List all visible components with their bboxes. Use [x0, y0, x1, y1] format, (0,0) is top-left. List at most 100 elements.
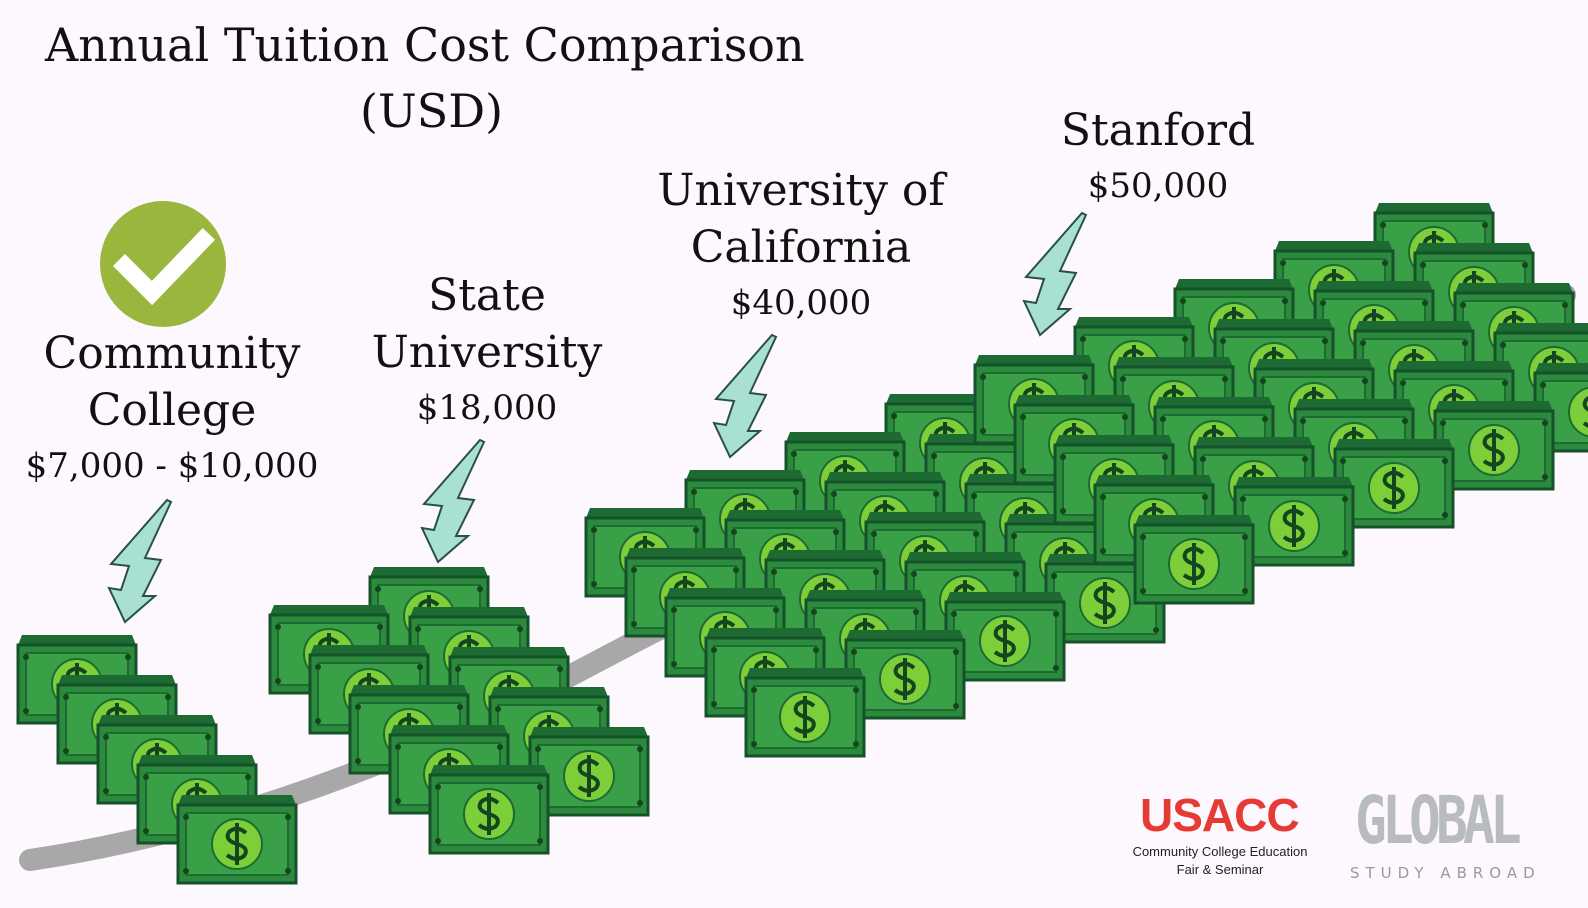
school-cost: $50,000	[1087, 166, 1229, 206]
bill-dot	[1280, 260, 1286, 266]
bill-top	[1535, 363, 1588, 373]
bill-dot	[377, 624, 383, 630]
bill-top	[1435, 401, 1553, 411]
bill-dot	[631, 621, 637, 627]
bill-dot	[537, 838, 543, 844]
bill-dot	[1020, 468, 1026, 474]
bill-dot	[535, 746, 541, 752]
bill-dot	[791, 451, 797, 457]
bill-dot	[1442, 458, 1448, 464]
bill-dot	[1420, 262, 1426, 268]
bill-dot	[851, 649, 857, 655]
bill-dot	[1053, 665, 1059, 671]
bill-dot	[893, 451, 899, 457]
bill-dot	[973, 531, 979, 537]
bill-dot	[1120, 376, 1126, 382]
bill-dot	[1320, 300, 1326, 306]
bill-dot	[1360, 340, 1366, 346]
bill-top	[686, 470, 804, 480]
bill-dot	[1182, 336, 1188, 342]
bill-top	[626, 548, 744, 558]
bill-dot	[477, 586, 483, 592]
bill-dot	[711, 701, 717, 707]
bill-dot	[1180, 298, 1186, 304]
bill-dot	[395, 798, 401, 804]
bill-dot	[591, 527, 597, 533]
bill-dot	[1462, 340, 1468, 346]
usacc-logo: USACC	[1140, 789, 1300, 841]
bill-dot	[1200, 456, 1206, 462]
bill-dot	[637, 800, 643, 806]
bill-dot	[1100, 494, 1106, 500]
bill-dot	[1540, 382, 1546, 388]
bill-dot	[1260, 378, 1266, 384]
bill-dot	[733, 567, 739, 573]
money-bill	[1433, 401, 1555, 491]
bill-top	[98, 715, 216, 725]
bill-top	[270, 605, 388, 615]
bill-top	[1315, 281, 1433, 291]
bill-dot	[1160, 416, 1166, 422]
arrow	[1022, 211, 1088, 337]
bill-dot	[811, 609, 817, 615]
bill-dot	[597, 706, 603, 712]
bill-dot	[1440, 420, 1446, 426]
money-bill	[944, 592, 1066, 682]
bill-top	[1355, 321, 1473, 331]
bill-dot	[1060, 508, 1066, 514]
bill-top	[806, 590, 924, 600]
bill-dot	[1100, 548, 1106, 554]
bill-top	[1495, 323, 1588, 333]
bill-dot	[1060, 454, 1066, 460]
bill-top	[1055, 435, 1173, 445]
bill-dot	[1140, 534, 1146, 540]
bill-dot	[1500, 342, 1506, 348]
bill-dot	[557, 666, 563, 672]
bill-top	[1375, 203, 1493, 213]
bill-top	[746, 668, 864, 678]
bill-dot	[953, 649, 959, 655]
bill-top	[1135, 515, 1253, 525]
bill-dollar	[1182, 543, 1205, 585]
school-cost: $18,000	[416, 388, 558, 428]
bill-top	[1335, 439, 1453, 449]
bill-dot	[1422, 300, 1428, 306]
bill-top	[1195, 437, 1313, 447]
bill-dot	[1322, 338, 1328, 344]
bill-dot	[1380, 222, 1386, 228]
global-tagline: STUDY ABROAD	[1350, 864, 1541, 882]
school-cost: $7,000 - $10,000	[25, 446, 319, 486]
bill-dot	[103, 734, 109, 740]
bill-dot	[1242, 534, 1248, 540]
bill-dot	[275, 678, 281, 684]
bill-top	[1075, 317, 1193, 327]
bill-top	[1235, 477, 1353, 487]
bill-dot	[951, 611, 957, 617]
school-name: California	[690, 222, 912, 273]
bill-dot	[1522, 262, 1528, 268]
bill-dot	[497, 744, 503, 750]
bill-dot	[1300, 418, 1306, 424]
bill-dot	[355, 758, 361, 764]
bill-dot	[631, 567, 637, 573]
usacc-line: Fair & Seminar	[1176, 862, 1264, 877]
bill-dot	[980, 374, 986, 380]
school-cost: $40,000	[730, 283, 872, 323]
bill-top	[18, 635, 136, 645]
bill-dot	[285, 814, 291, 820]
bill-dot	[1382, 260, 1388, 266]
bill-dot	[1340, 458, 1346, 464]
bill-dot	[831, 491, 837, 497]
bill-dot	[63, 748, 69, 754]
school-name: University	[371, 327, 603, 378]
bill-dot	[1482, 222, 1488, 228]
bill-dot	[375, 586, 381, 592]
bill-top	[450, 647, 568, 657]
bill-dot	[980, 428, 986, 434]
bill-dot	[833, 529, 839, 535]
bill-dot	[691, 489, 697, 495]
bill-dot	[1362, 378, 1368, 384]
bill-top	[370, 567, 488, 577]
bill-dot	[143, 828, 149, 834]
